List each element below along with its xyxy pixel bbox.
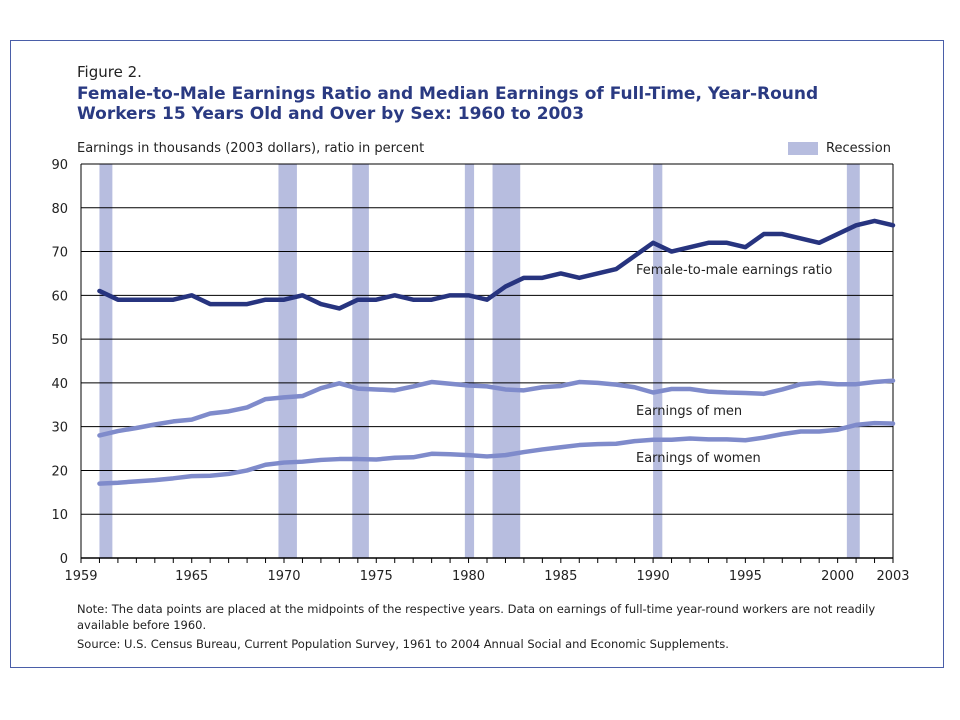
chart-title-line-2: Workers 15 Years Old and Over by Sex: 19… bbox=[77, 104, 585, 124]
recession-bar-4 bbox=[492, 164, 521, 558]
y-tick-label-90: 90 bbox=[51, 158, 68, 173]
legend: Recession bbox=[788, 141, 891, 156]
y-axis-label: Earnings in thousands (2003 dollars), ra… bbox=[77, 141, 425, 156]
chart-source: Source: U.S. Census Bureau, Current Popu… bbox=[77, 637, 729, 651]
x-tick-label-1975: 1975 bbox=[360, 569, 393, 584]
series-line-women bbox=[97, 420, 896, 486]
x-tick-label-1990: 1990 bbox=[637, 569, 670, 584]
x-tick-label-2000: 2000 bbox=[821, 569, 854, 584]
x-tick-label-1959: 1959 bbox=[64, 569, 97, 584]
y-tick-label-70: 70 bbox=[51, 246, 68, 261]
y-tick-label-10: 10 bbox=[51, 508, 68, 523]
y-tick-label-30: 30 bbox=[51, 421, 68, 436]
x-tick-label-1970: 1970 bbox=[267, 569, 300, 584]
x-tick-label-1995: 1995 bbox=[729, 569, 762, 584]
y-tick-label-40: 40 bbox=[51, 377, 68, 392]
chart-title: Female-to-Male Earnings Ratio and Median… bbox=[77, 84, 837, 124]
recession-bar-5 bbox=[653, 164, 663, 558]
legend-recession-label: Recession bbox=[826, 141, 891, 156]
series-label-ratio: Female-to-male earnings ratio bbox=[636, 263, 832, 278]
x-tick-label-1965: 1965 bbox=[175, 569, 208, 584]
recession-bar-1 bbox=[278, 164, 297, 558]
series-label-women: Earnings of women bbox=[636, 451, 761, 466]
y-tick-label-60: 60 bbox=[51, 289, 68, 304]
chart-title-line-1: Female-to-Male Earnings Ratio and Median… bbox=[77, 84, 819, 104]
recession-bar-0 bbox=[99, 164, 113, 558]
x-tick-label-2003: 2003 bbox=[876, 569, 909, 584]
chart-note: Note: The data points are placed at the … bbox=[77, 602, 876, 632]
series-label-men: Earnings of men bbox=[636, 404, 742, 419]
y-tick-label-0: 0 bbox=[60, 552, 68, 567]
figure-frame bbox=[10, 40, 944, 668]
x-tick-label-1980: 1980 bbox=[452, 569, 485, 584]
y-tick-label-80: 80 bbox=[51, 202, 68, 217]
recession-bar-2 bbox=[352, 164, 369, 558]
legend-recession-swatch bbox=[788, 142, 818, 155]
series-line-ratio bbox=[97, 218, 896, 311]
y-tick-label-50: 50 bbox=[51, 333, 68, 348]
recession-bar-3 bbox=[464, 164, 475, 558]
y-tick-label-20: 20 bbox=[51, 464, 68, 479]
figure-label: Figure 2. bbox=[77, 63, 142, 81]
x-tick-label-1985: 1985 bbox=[544, 569, 577, 584]
series-line-men bbox=[97, 378, 896, 438]
recession-bar-6 bbox=[846, 164, 860, 558]
